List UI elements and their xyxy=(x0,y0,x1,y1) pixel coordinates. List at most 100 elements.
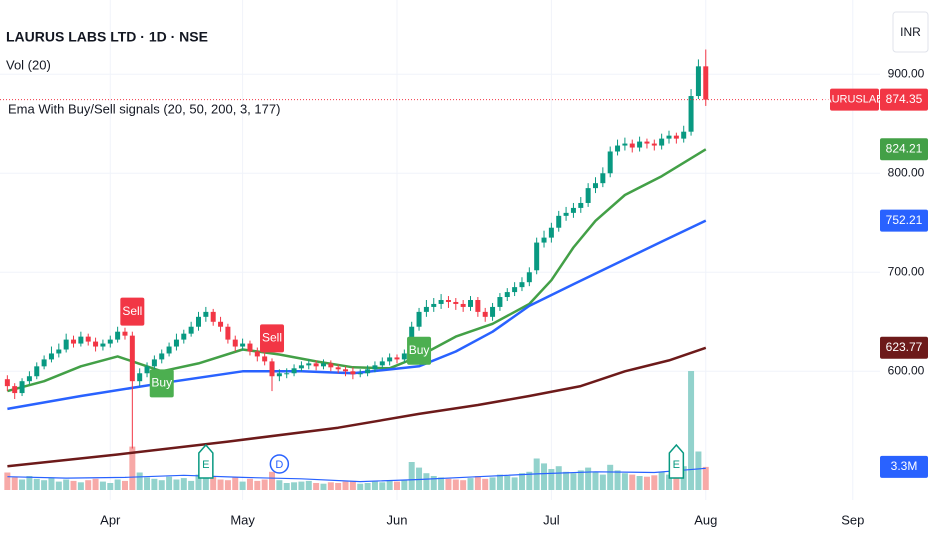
volume-bar xyxy=(541,463,548,490)
volume-bar xyxy=(474,476,481,490)
ema-tag: 752.21 xyxy=(886,213,923,227)
event-marker xyxy=(668,443,685,479)
candle-body xyxy=(659,138,665,146)
ema-tag-box xyxy=(880,138,928,161)
volume-tag-box xyxy=(880,455,928,478)
candle-body xyxy=(681,131,687,139)
volume-bar xyxy=(511,477,518,490)
volume-bar xyxy=(99,481,106,490)
signal-box xyxy=(149,369,174,398)
candle-body xyxy=(548,227,554,238)
ema-tag-box xyxy=(880,209,928,232)
indicator-title: Ema With Buy/Sell signals (20, 50, 200, … xyxy=(8,101,280,116)
volume-bar xyxy=(166,476,173,490)
volume-bar xyxy=(555,466,562,490)
volume-tag: 3.3M xyxy=(891,459,918,473)
candle-body xyxy=(107,339,113,344)
candle-body xyxy=(394,357,400,360)
volume-bar xyxy=(563,471,570,490)
volume-bar xyxy=(548,469,555,490)
volume-bar xyxy=(386,480,393,490)
volume-bar xyxy=(416,467,423,490)
candle-body xyxy=(673,135,679,139)
volume-bar xyxy=(217,479,224,490)
candle-body xyxy=(48,353,54,360)
volume-bar xyxy=(636,476,643,490)
volume-bar xyxy=(11,477,18,490)
candle-body xyxy=(188,326,194,334)
candle-body xyxy=(379,361,385,366)
currency[interactable]: INR xyxy=(900,25,921,39)
candle-body xyxy=(306,363,312,366)
candle-body xyxy=(563,212,569,216)
volume-bar xyxy=(63,479,70,490)
volume-bar xyxy=(438,477,445,490)
volume-bar xyxy=(496,474,503,490)
candle-body xyxy=(460,303,466,307)
candle-body xyxy=(144,366,150,374)
volume-bar xyxy=(489,477,496,490)
volume-bar xyxy=(320,483,327,490)
candle-body xyxy=(372,365,378,370)
volume-bar xyxy=(695,451,702,490)
candle-body xyxy=(232,339,238,347)
candle-body xyxy=(387,357,393,362)
volume-bar xyxy=(592,472,599,490)
candle-body xyxy=(85,336,91,342)
candle-body xyxy=(622,143,628,146)
candle-body xyxy=(291,368,297,374)
candle-body xyxy=(629,143,635,148)
candle-body xyxy=(218,321,224,327)
volume-bar xyxy=(688,371,695,490)
volume-bar xyxy=(232,477,239,490)
volume-bar xyxy=(673,470,680,490)
volume-bar xyxy=(379,482,386,490)
plot: Sell Buy Sell Buy E D E xyxy=(0,0,880,500)
candle-body xyxy=(416,311,422,327)
candle-body xyxy=(210,311,216,322)
ema-line xyxy=(7,219,707,411)
candle-body xyxy=(195,316,201,327)
candle-body xyxy=(284,373,290,375)
volume-bar xyxy=(460,480,467,490)
candle-body xyxy=(34,366,40,377)
volume-bar xyxy=(48,477,55,490)
candle-body xyxy=(203,311,209,317)
volume-bar xyxy=(4,472,11,490)
volume-bar xyxy=(276,480,283,490)
symbol-tag-box xyxy=(830,88,879,111)
volume-bar xyxy=(666,474,673,490)
volume-bar xyxy=(114,479,121,490)
candle-body xyxy=(637,141,643,148)
ema-tag: 623.77 xyxy=(886,340,923,354)
volume-bar xyxy=(408,462,415,490)
volume-bar xyxy=(55,481,62,490)
candle-body xyxy=(247,343,253,352)
volume-bar xyxy=(254,480,261,490)
volume-bar xyxy=(107,483,114,490)
candle-body xyxy=(365,369,371,374)
candle-body xyxy=(703,66,709,100)
volume-bar xyxy=(585,467,592,490)
candle-body xyxy=(56,349,62,354)
candle-body xyxy=(12,386,18,394)
volume-bar xyxy=(445,478,452,490)
volume-bar xyxy=(342,481,349,490)
volume-bar xyxy=(305,480,312,490)
volume-bar xyxy=(467,478,474,490)
candle-body xyxy=(615,145,621,152)
candle-body xyxy=(262,356,268,362)
y-tick-label: 800.00 xyxy=(888,165,925,179)
candle-body xyxy=(343,369,349,372)
candle-body xyxy=(431,303,437,307)
candle-body xyxy=(519,282,525,288)
volume-bar xyxy=(599,474,606,490)
candle-body xyxy=(63,339,69,350)
ema-tag: 824.21 xyxy=(886,141,923,155)
volume-bar xyxy=(349,480,356,490)
currency-box[interactable] xyxy=(892,11,929,53)
volume-bar xyxy=(651,475,658,490)
candle-body xyxy=(298,365,304,369)
chart-title: LAURUS LABS LTD · 1D · NSE xyxy=(6,29,208,45)
